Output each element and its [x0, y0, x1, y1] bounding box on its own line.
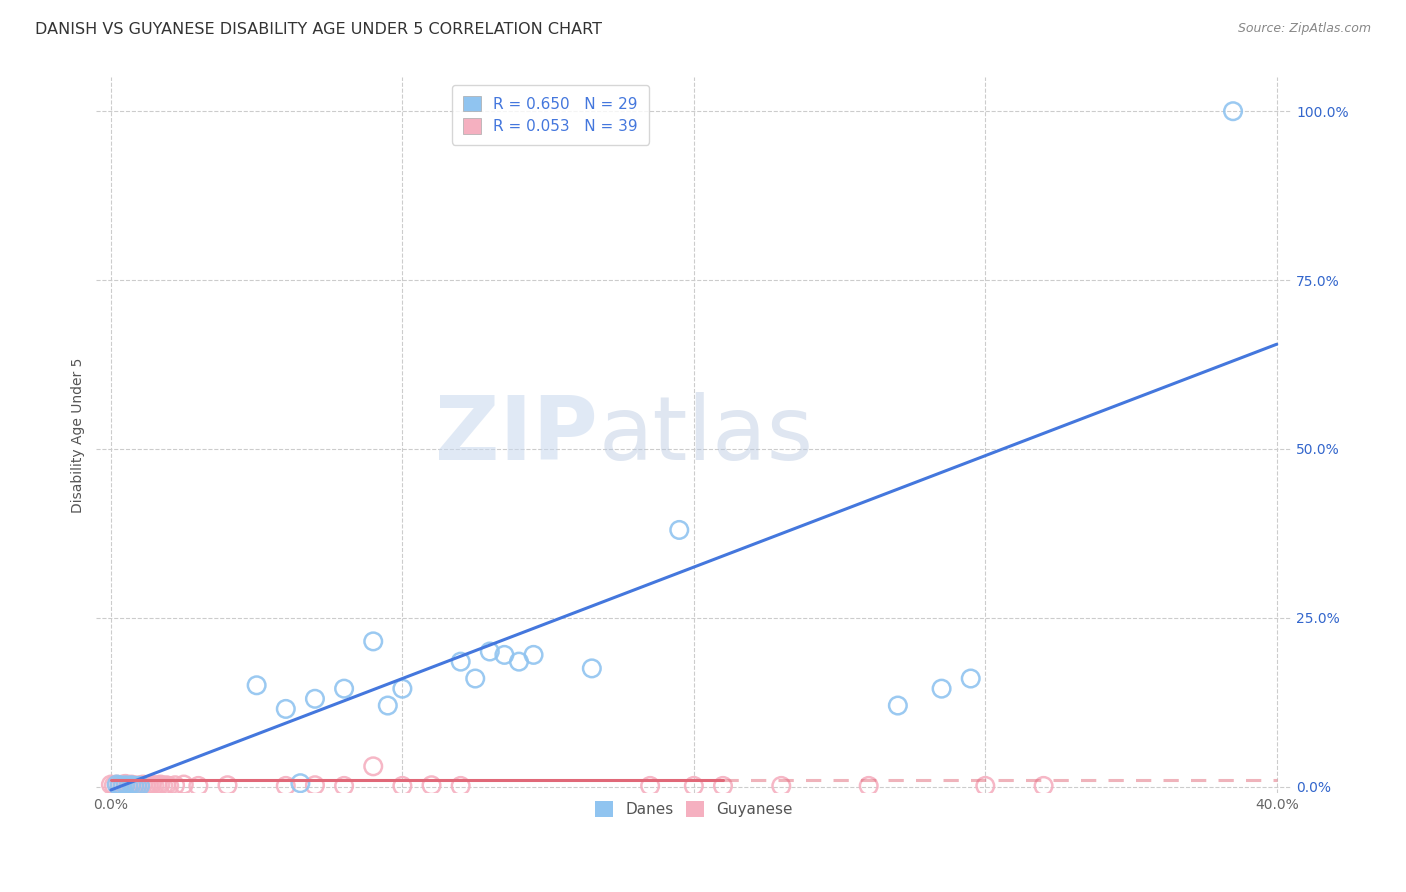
Point [127, 779, 149, 793]
Point [304, 691, 326, 706]
Text: ZIP: ZIP [436, 392, 598, 479]
Point [138, 778, 160, 792]
Point [122, 779, 145, 793]
Point [100, 778, 122, 792]
Point [638, 779, 661, 793]
Point [682, 779, 704, 793]
Point [105, 778, 128, 792]
Legend: Danes, Guyanese: Danes, Guyanese [588, 794, 800, 825]
Point [152, 779, 174, 793]
Point [522, 648, 544, 662]
Point [117, 778, 139, 792]
Point [173, 778, 195, 792]
Point [120, 778, 142, 792]
Point [103, 778, 125, 792]
Point [135, 779, 157, 793]
Point [132, 778, 155, 792]
Text: atlas: atlas [598, 392, 813, 479]
Point [508, 655, 530, 669]
Point [149, 778, 172, 792]
Point [117, 779, 139, 793]
Y-axis label: Disability Age Under 5: Disability Age Under 5 [72, 358, 86, 513]
Point [361, 634, 384, 648]
Point [377, 698, 399, 713]
Point [246, 678, 269, 692]
Point [108, 778, 131, 792]
Point [127, 779, 149, 793]
Point [333, 779, 356, 793]
Point [114, 778, 136, 792]
Point [274, 702, 297, 716]
Point [111, 778, 134, 792]
Point [187, 779, 209, 793]
Point [668, 523, 690, 537]
Point [155, 778, 177, 792]
Point [304, 778, 326, 792]
Point [361, 759, 384, 773]
Point [111, 779, 134, 793]
Point [450, 655, 472, 669]
Point [108, 778, 131, 792]
Point [146, 778, 169, 792]
Text: DANISH VS GUYANESE DISABILITY AGE UNDER 5 CORRELATION CHART: DANISH VS GUYANESE DISABILITY AGE UNDER … [35, 22, 602, 37]
Point [1032, 779, 1054, 793]
Point [1222, 104, 1244, 119]
Point [163, 778, 186, 792]
Point [450, 779, 472, 793]
Point [420, 778, 443, 792]
Point [858, 779, 880, 793]
Point [333, 681, 356, 696]
Point [122, 778, 145, 792]
Text: Source: ZipAtlas.com: Source: ZipAtlas.com [1237, 22, 1371, 36]
Point [711, 779, 734, 793]
Point [391, 681, 413, 696]
Point [157, 779, 180, 793]
Point [494, 648, 516, 662]
Point [391, 779, 413, 793]
Point [464, 672, 486, 686]
Point [290, 776, 312, 790]
Point [105, 778, 128, 792]
Point [478, 644, 501, 658]
Point [581, 661, 603, 675]
Point [143, 779, 166, 793]
Point [217, 778, 239, 792]
Point [974, 779, 997, 793]
Point [114, 777, 136, 791]
Point [274, 779, 297, 793]
Point [959, 672, 981, 686]
Point [887, 698, 910, 713]
Point [129, 779, 152, 793]
Point [120, 778, 142, 792]
Point [141, 778, 163, 792]
Point [931, 681, 953, 696]
Point [770, 779, 793, 793]
Point [129, 778, 152, 792]
